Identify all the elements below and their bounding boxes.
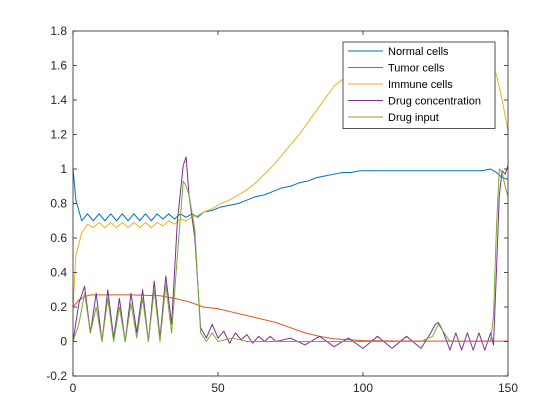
y-tick-label: -0.2 [46, 369, 67, 383]
y-tick-label: 1.4 [50, 93, 67, 107]
y-tick-label: 1 [60, 162, 67, 176]
y-tick-label: 1.8 [50, 24, 67, 38]
legend-label-4: Drug input [388, 112, 439, 124]
y-tick-label: 1.6 [50, 59, 67, 73]
legend-box [342, 41, 496, 129]
y-tick-label: 0.4 [50, 266, 67, 280]
legend-label-1: Tumor cells [388, 63, 445, 75]
series-line-0 [72, 168, 509, 222]
x-tick-label: 0 [70, 381, 77, 395]
legend-label-3: Drug concentration [388, 96, 481, 108]
legend-label-0: Normal cells [388, 46, 449, 58]
y-tick-label: 1.2 [50, 128, 67, 142]
legend-label-2: Immune cells [388, 79, 453, 91]
y-tick-label: 0 [60, 335, 67, 349]
x-tick-label: 150 [498, 381, 518, 395]
legend: Normal cells Tumor cells Immune cells Drug … [342, 41, 496, 129]
y-tick-label: 0.6 [50, 231, 67, 245]
x-tick-label: 50 [211, 381, 225, 395]
y-tick-label: 0.2 [50, 300, 67, 314]
series-line-3 [72, 156, 509, 351]
axes-layer: 0 50 100 150-0.200.20.40.60.811.21.41.61.8 [46, 24, 518, 395]
y-tick-label: 0.8 [50, 197, 67, 211]
x-tick-label: 100 [353, 381, 373, 395]
series-line-4 [72, 168, 509, 342]
